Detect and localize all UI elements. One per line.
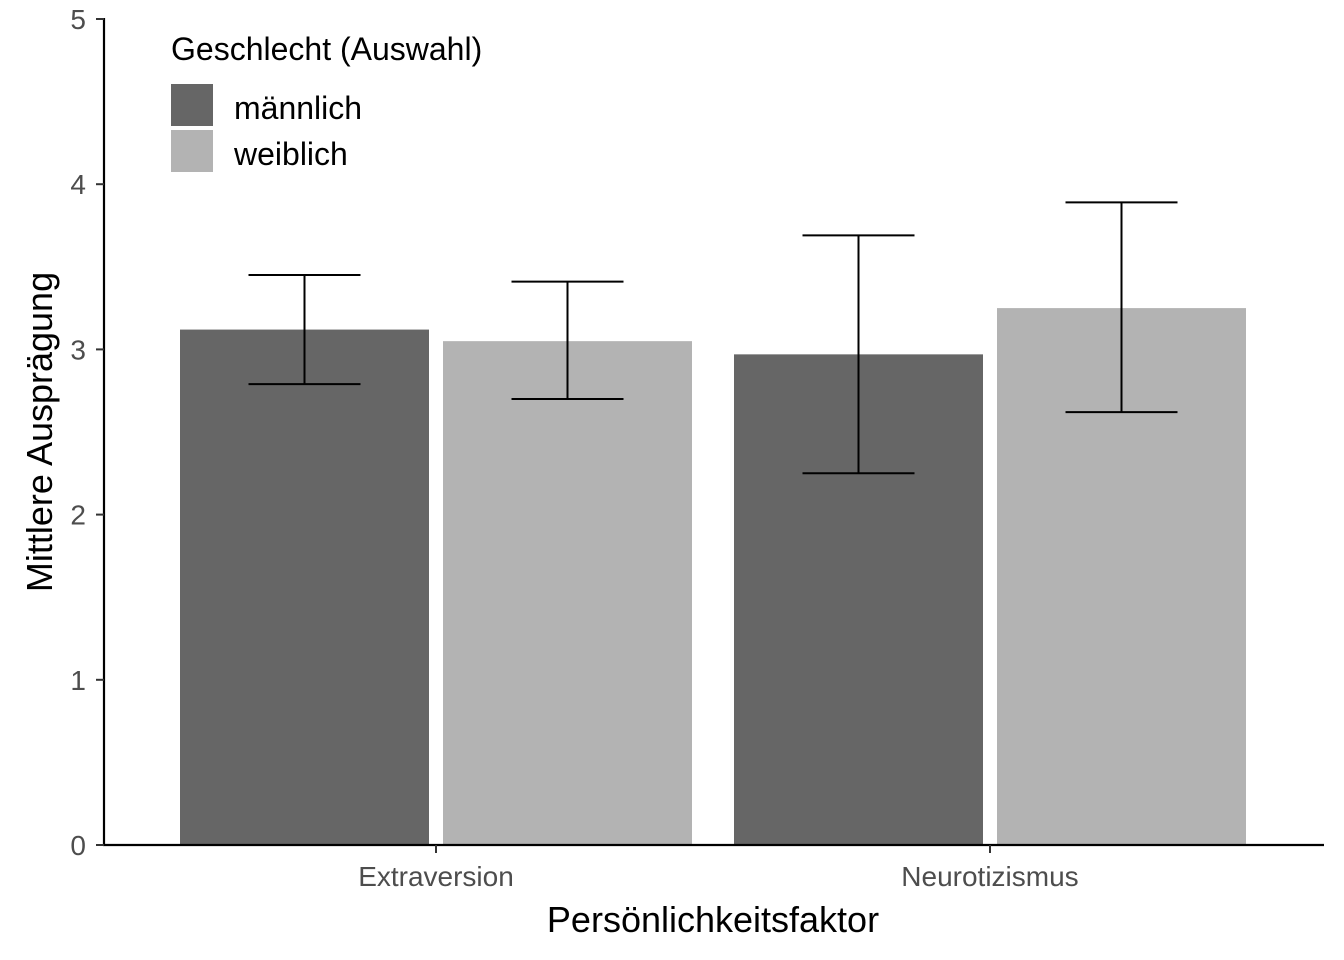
bar-extraversion-0 <box>180 329 429 845</box>
y-tick-label: 5 <box>70 4 86 35</box>
legend-key-weiblich <box>171 130 213 172</box>
legend-title: Geschlecht (Auswahl) <box>171 31 482 67</box>
x-axis-title: Persönlichkeitsfaktor <box>547 899 879 940</box>
error-bars-layer <box>248 201 1178 475</box>
bar-extraversion-1 <box>443 341 692 845</box>
x-tick-label: Extraversion <box>358 861 514 892</box>
y-tick-label: 0 <box>70 830 86 861</box>
y-axis-title: Mittlere Ausprägung <box>19 272 60 592</box>
bars-layer <box>180 308 1246 846</box>
y-tick-label: 1 <box>70 665 86 696</box>
legend-label-weiblich: weiblich <box>233 136 348 172</box>
legend-label-maennlich: männlich <box>234 90 362 126</box>
y-tick-label: 4 <box>70 169 86 200</box>
x-ticks: Extraversion Neurotizismus <box>358 845 1079 892</box>
x-tick-label: Neurotizismus <box>901 861 1078 892</box>
y-tick-label: 3 <box>70 334 86 365</box>
legend-key-maennlich <box>171 84 213 126</box>
y-ticks: 0 1 2 3 4 5 <box>70 4 104 861</box>
legend: Geschlecht (Auswahl) männlich weiblich <box>171 31 482 172</box>
y-tick-label: 2 <box>70 500 86 531</box>
